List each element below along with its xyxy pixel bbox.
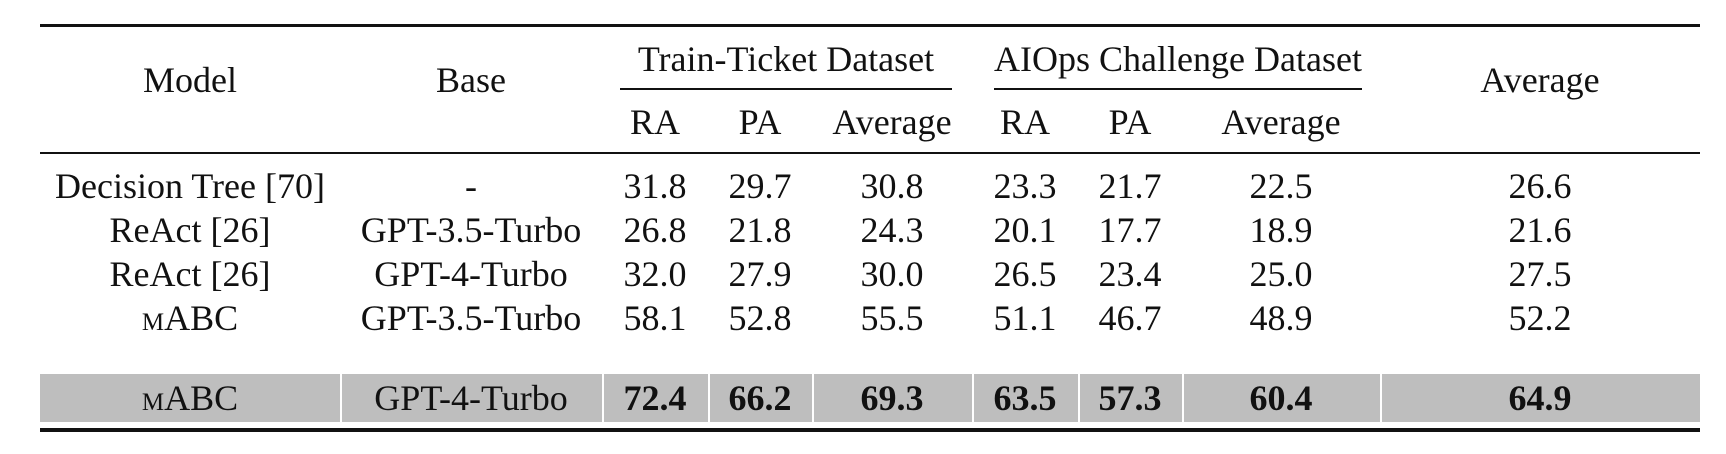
- row-tt-pa: 52.8: [728, 298, 792, 338]
- group-rule-train-ticket: [620, 88, 952, 90]
- row-ai-pa: 23.4: [1098, 254, 1162, 294]
- header-ai-pa: PA: [1108, 102, 1152, 142]
- row-ai-avg: 22.5: [1249, 166, 1313, 206]
- row-tt-pa: 21.8: [728, 210, 792, 250]
- header-base: Base: [436, 60, 506, 100]
- highlight-separator: [972, 374, 974, 422]
- row-tt-avg: 24.3: [860, 210, 924, 250]
- highlight-separator: [1380, 374, 1382, 422]
- row-tt-ra: 26.8: [623, 210, 687, 250]
- highlight-row-background: [40, 374, 1700, 422]
- row-ai-pa: 46.7: [1098, 298, 1162, 338]
- header-average: Average: [1480, 60, 1600, 100]
- highlight-separator: [812, 374, 814, 422]
- header-ai-ra: RA: [999, 102, 1050, 142]
- row-ai-pa: 21.7: [1098, 166, 1162, 206]
- header-tt-pa: PA: [738, 102, 782, 142]
- group-rule-aiops: [994, 88, 1362, 90]
- row-base: GPT-4-Turbo: [374, 254, 568, 294]
- highlight-separator: [1182, 374, 1184, 422]
- row-ai-ra: 26.5: [993, 254, 1057, 294]
- highlight-separator: [1078, 374, 1080, 422]
- row-ai-pa: 57.3: [1098, 378, 1162, 418]
- row-model: ReAct [26]: [109, 254, 271, 294]
- row-tt-ra: 72.4: [623, 378, 687, 418]
- bottom-rule: [40, 428, 1700, 432]
- mid-rule: [40, 152, 1700, 154]
- results-table: Model Base Train-Ticket Dataset AIOps Ch…: [40, 24, 1700, 434]
- row-ai-avg: 48.9: [1249, 298, 1313, 338]
- row-model: mABC: [141, 298, 239, 338]
- row-base: GPT-3.5-Turbo: [360, 210, 582, 250]
- row-model: Decision Tree [70]: [55, 166, 325, 206]
- row-average: 26.6: [1508, 166, 1572, 206]
- row-tt-ra: 32.0: [623, 254, 687, 294]
- row-tt-ra: 58.1: [623, 298, 687, 338]
- header-model: Model: [143, 60, 237, 100]
- row-average: 27.5: [1508, 254, 1572, 294]
- header-tt-avg: Average: [832, 102, 952, 142]
- row-model: ReAct [26]: [109, 210, 271, 250]
- highlight-separator: [602, 374, 604, 422]
- highlight-separator: [708, 374, 710, 422]
- row-average: 21.6: [1508, 210, 1572, 250]
- row-ai-ra: 63.5: [993, 378, 1057, 418]
- row-tt-pa: 29.7: [728, 166, 792, 206]
- row-tt-avg: 30.0: [860, 254, 924, 294]
- row-tt-pa: 66.2: [728, 378, 792, 418]
- row-base: -: [465, 166, 477, 206]
- row-tt-avg: 69.3: [860, 378, 924, 418]
- row-ai-ra: 51.1: [993, 298, 1057, 338]
- row-tt-ra: 31.8: [623, 166, 687, 206]
- row-ai-ra: 20.1: [993, 210, 1057, 250]
- header-group-aiops: AIOps Challenge Dataset: [994, 39, 1362, 79]
- row-ai-pa: 17.7: [1098, 210, 1162, 250]
- row-average: 64.9: [1508, 378, 1572, 418]
- row-base: GPT-3.5-Turbo: [360, 298, 582, 338]
- highlight-separator: [340, 374, 342, 422]
- header-group-train-ticket: Train-Ticket Dataset: [637, 39, 935, 79]
- row-ai-ra: 23.3: [993, 166, 1057, 206]
- row-ai-avg: 25.0: [1249, 254, 1313, 294]
- row-tt-avg: 30.8: [860, 166, 924, 206]
- top-rule: [40, 24, 1700, 27]
- row-model: mABC: [141, 378, 239, 418]
- row-average: 52.2: [1508, 298, 1572, 338]
- header-ai-avg: Average: [1221, 102, 1341, 142]
- header-tt-ra: RA: [629, 102, 680, 142]
- row-base: GPT-4-Turbo: [374, 378, 568, 418]
- row-tt-avg: 55.5: [860, 298, 924, 338]
- row-tt-pa: 27.9: [728, 254, 792, 294]
- row-ai-avg: 60.4: [1249, 378, 1313, 418]
- row-ai-avg: 18.9: [1249, 210, 1313, 250]
